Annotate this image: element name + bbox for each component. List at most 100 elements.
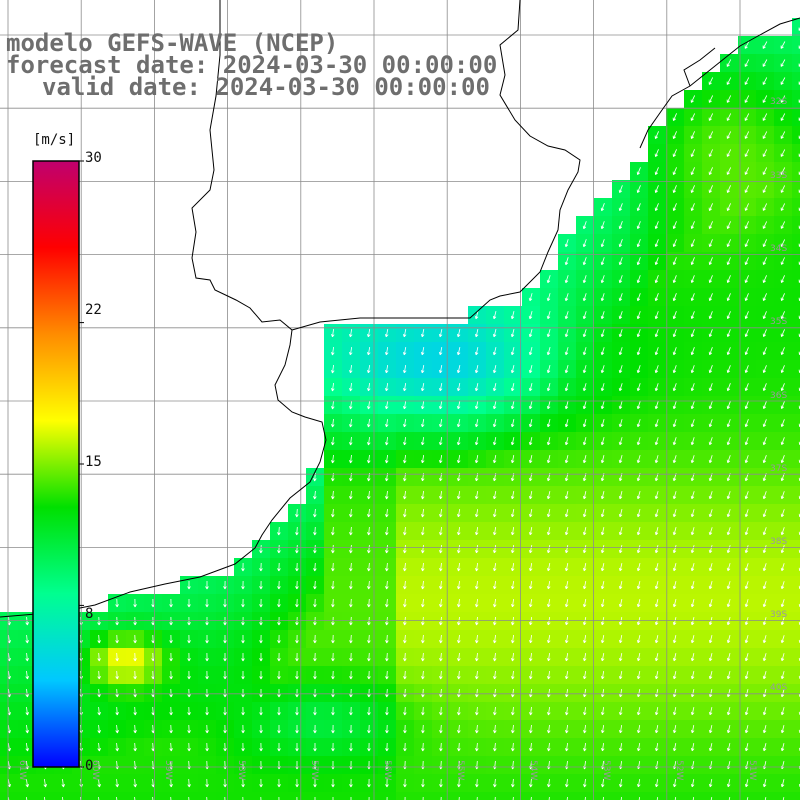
wind-arrow — [564, 382, 569, 392]
wind-arrow — [708, 509, 713, 518]
wind-arrow — [708, 545, 713, 554]
wind-speed-cell — [774, 792, 793, 800]
wind-arrow — [349, 418, 353, 428]
wind-arrow — [690, 779, 695, 788]
wind-arrow — [672, 617, 677, 626]
wind-arrow — [600, 635, 605, 644]
wind-arrow — [728, 797, 731, 800]
wind-arrow — [331, 670, 335, 680]
wind-arrow — [205, 778, 209, 788]
wind-arrow — [528, 455, 533, 464]
wind-arrow — [367, 436, 371, 446]
colorbar-tick-15: 15 — [85, 454, 102, 470]
wind-arrow — [636, 743, 641, 752]
wind-arrow — [672, 239, 677, 248]
wind-arrow — [511, 742, 515, 752]
wind-arrow — [636, 653, 641, 662]
wind-arrow — [133, 670, 137, 680]
wind-arrow — [546, 365, 551, 374]
wind-arrow — [564, 347, 569, 356]
wind-arrow — [780, 419, 785, 428]
wind-arrow — [349, 634, 353, 644]
wind-speed-cell — [126, 792, 145, 800]
wind-arrow — [708, 167, 713, 176]
wind-arrow — [510, 491, 515, 500]
wind-arrow — [636, 545, 641, 554]
wind-arrow — [331, 634, 335, 644]
wind-arrow — [690, 203, 695, 212]
latitude-label: 40S — [770, 683, 787, 693]
wind-arrow — [762, 239, 767, 248]
wind-speed-cell — [792, 396, 800, 415]
wind-arrow — [403, 670, 407, 680]
wind-arrow — [654, 257, 659, 266]
wind-speed-cell — [288, 792, 307, 800]
wind-arrow — [654, 131, 659, 140]
wind-arrow — [690, 275, 695, 284]
latitude-label: 32S — [770, 97, 787, 107]
wind-arrow — [529, 652, 533, 662]
wind-arrow — [636, 707, 641, 716]
wind-arrow — [708, 779, 713, 788]
wind-arrow — [600, 365, 605, 374]
longitude-label: 59W — [163, 760, 173, 780]
wind-arrow — [547, 635, 551, 644]
wind-arrow — [295, 725, 299, 734]
wind-arrow — [780, 653, 785, 662]
wind-speed-cell — [414, 792, 433, 800]
wind-arrow — [547, 653, 551, 662]
wind-arrow — [690, 545, 695, 554]
wind-arrow — [654, 653, 659, 662]
wind-arrow — [510, 527, 515, 536]
wind-arrow — [708, 671, 713, 680]
wind-arrow — [620, 796, 622, 800]
wind-arrow — [403, 526, 407, 536]
wind-arrow — [690, 455, 695, 464]
wind-speed-cell — [108, 792, 127, 800]
wind-arrow — [456, 455, 461, 464]
wind-speed-cell — [450, 792, 469, 800]
wind-arrow — [654, 455, 659, 464]
title-forecast-date: forecast date: 2024-03-30 00:00:00 — [6, 51, 498, 79]
wind-arrow — [762, 275, 767, 284]
wind-arrow — [744, 689, 749, 698]
wind-arrow — [492, 329, 497, 338]
wind-arrow — [510, 419, 515, 428]
wind-arrow — [564, 581, 569, 590]
wind-arrow — [726, 689, 731, 698]
wind-arrow — [762, 59, 768, 67]
wind-arrow — [780, 743, 785, 752]
wind-arrow — [438, 401, 443, 410]
wind-arrow — [403, 490, 407, 500]
wind-arrow — [744, 275, 749, 284]
wind-arrow — [349, 454, 353, 464]
wind-speed-cell — [90, 792, 109, 800]
wind-arrow — [349, 436, 353, 446]
wind-speed-cell — [630, 792, 649, 800]
wind-arrow — [187, 742, 191, 752]
wind-arrow — [654, 671, 659, 680]
wind-arrow — [44, 796, 46, 800]
wind-arrow — [744, 95, 750, 103]
wind-arrow — [511, 724, 515, 734]
wind-speed-cell — [792, 216, 800, 235]
wind-arrow — [726, 563, 731, 572]
wind-arrow — [169, 616, 173, 626]
wind-arrow — [672, 455, 677, 464]
wind-arrow — [780, 113, 786, 121]
wind-arrow — [457, 544, 461, 554]
wind-arrow — [224, 796, 226, 800]
wind-arrow — [780, 383, 785, 392]
wind-arrow — [636, 401, 641, 410]
wind-arrow — [600, 689, 605, 698]
latitude-label: 37S — [770, 464, 787, 474]
wind-arrow — [223, 688, 227, 698]
wind-arrow — [600, 545, 605, 554]
wind-arrow — [618, 599, 623, 608]
wind-arrow — [565, 671, 569, 680]
wind-arrow — [672, 113, 677, 122]
wind-arrow — [546, 437, 551, 446]
wind-arrow — [708, 275, 713, 284]
colorbar-gradient — [32, 160, 80, 768]
wind-arrow — [367, 544, 371, 554]
